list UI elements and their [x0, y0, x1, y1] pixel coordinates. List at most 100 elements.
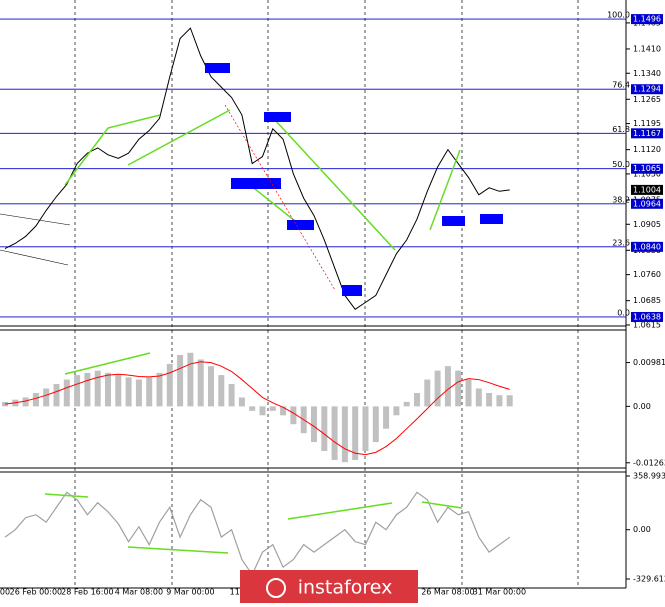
histogram-bar: [506, 395, 513, 407]
histogram-bar: [249, 406, 256, 411]
fib-price: 1.0840: [633, 242, 661, 251]
annotations: [0, 63, 503, 554]
histogram-bar: [74, 375, 81, 407]
current-price: 1.1004: [633, 185, 661, 194]
y-tick-label: 0.00: [633, 402, 651, 411]
panel-frames: [0, 0, 627, 589]
histogram-bar: [475, 388, 482, 407]
x-tick-label: 26 Mar 08:00: [421, 588, 474, 597]
y-tick-label: 1.0615: [633, 320, 661, 329]
x-tick-label: 4 Mar 08:00: [115, 588, 163, 597]
fib-price: 1.0638: [633, 312, 661, 321]
histogram-bar: [465, 379, 472, 407]
price-tag: [631, 163, 663, 174]
y-tick-label: 1.1265: [633, 95, 661, 104]
y-tick-label: 1.1410: [633, 44, 661, 53]
y-tick-label: 1.1050: [633, 169, 661, 178]
histogram-bar: [156, 372, 163, 407]
histogram-bar: [125, 377, 132, 407]
histogram-bar: [280, 406, 287, 416]
histogram-bar: [496, 395, 503, 407]
histogram-bar: [444, 366, 451, 407]
histogram-bar: [187, 352, 194, 407]
vertical-grid: [74, 0, 579, 585]
y-tick-label: 0.00981: [633, 358, 665, 367]
price-tag: [631, 128, 663, 139]
histogram-bar: [94, 370, 101, 407]
histogram-bar: [63, 379, 70, 407]
histogram-bar: [43, 388, 50, 407]
histogram-bar: [434, 370, 441, 407]
fib-price: 1.0964: [633, 199, 661, 208]
histogram-bar: [146, 377, 153, 407]
histogram-bar: [383, 406, 390, 429]
histogram-bar: [197, 359, 204, 407]
y-tick-label: 1.0685: [633, 296, 661, 305]
histogram-bar: [53, 384, 60, 407]
histogram-bar: [290, 406, 297, 425]
y-tick-label: 358.9934: [633, 471, 665, 480]
histogram-bar: [331, 406, 338, 460]
histogram-bar: [228, 384, 235, 407]
histogram-bar: [352, 406, 359, 460]
price-tag: [631, 241, 663, 252]
fib-price: 1.1496: [633, 15, 661, 24]
histogram-bar: [311, 406, 317, 443]
histogram-bar: [321, 406, 328, 452]
watermark-text: instaforex: [298, 577, 393, 599]
x-tick-label: 9 Mar 00:00: [166, 588, 214, 597]
histogram-bar: [166, 363, 173, 407]
y-tick-label: 1.0905: [633, 220, 661, 229]
fib-ratio: 61.8: [612, 125, 630, 134]
histogram-bar: [208, 366, 214, 407]
histogram-bar: [135, 379, 142, 407]
histogram-bar: [424, 379, 431, 407]
fib-price: 1.1065: [633, 164, 661, 173]
fib-ratio: 0.0: [617, 308, 630, 317]
price-tag: [631, 84, 663, 95]
x-tick-label: 31 Mar 00:00: [473, 588, 526, 597]
fib-ratio: 50.0: [612, 160, 630, 169]
fib-price: 1.1167: [633, 129, 661, 138]
y-tick-label: -329.6127: [633, 574, 665, 583]
y-tick-label: 1.1340: [633, 69, 661, 78]
histogram-bar: [84, 372, 91, 407]
oscillator-line: [4, 491, 511, 576]
signal-line: [4, 361, 510, 456]
y-tick-label: 1.1120: [633, 145, 661, 154]
histogram-bar: [414, 392, 420, 407]
x-tick-label: 28 Feb 16:00: [61, 588, 113, 597]
histogram-bar: [486, 392, 493, 407]
fib-ratio: 38.2: [612, 195, 630, 204]
fib-ratio: 23.6: [612, 238, 630, 247]
y-tick-label: 0.00: [633, 525, 651, 534]
price-tag: [631, 311, 663, 322]
watermark: instaforex: [240, 570, 418, 603]
fib-ratio: 76.4: [612, 81, 630, 90]
histogram-bar: [259, 406, 266, 416]
histogram-bar: [455, 370, 462, 407]
histogram-bar: [177, 355, 184, 407]
fib-price: 1.1294: [633, 85, 661, 94]
histogram-bar: [341, 406, 348, 463]
y-tick-label: 1.0760: [633, 270, 661, 279]
histogram-bar: [218, 375, 225, 407]
histogram-bar: [105, 372, 111, 407]
histogram-bar: [115, 375, 122, 407]
fib-ratio: 100.0: [607, 11, 630, 20]
histogram-bar: [32, 392, 39, 407]
x-tick-label: 00: [0, 588, 10, 597]
histogram-bar: [393, 406, 400, 416]
price-tag: [631, 14, 663, 25]
histogram-bar: [238, 397, 245, 407]
histogram-bar: [22, 397, 29, 407]
x-tick-label: 26 Feb 00:00: [10, 588, 62, 597]
y-tick-label: 1.1195: [633, 119, 661, 128]
histogram-bar: [362, 406, 369, 452]
current-price-tag: [631, 184, 663, 195]
price-tag: [631, 198, 663, 209]
histogram-bar: [403, 401, 410, 407]
